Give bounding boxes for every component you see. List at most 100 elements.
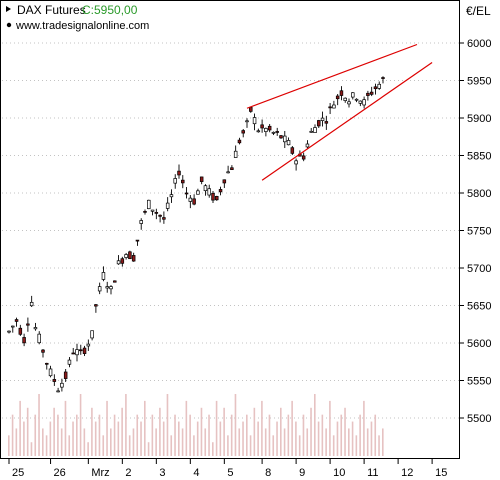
volume-bar (295, 421, 297, 456)
candle-body (305, 143, 310, 148)
volume-bar (230, 414, 233, 456)
volume-bar (378, 435, 380, 456)
volume-bar (15, 428, 18, 456)
candle-body (18, 327, 23, 335)
volume-bar (49, 421, 52, 456)
volume-bar (170, 435, 173, 456)
candle-body (260, 124, 264, 129)
candle-body (143, 210, 147, 213)
volume-bar (340, 414, 343, 456)
volume-bar (136, 414, 139, 456)
candle-body (184, 192, 189, 195)
y-axis: 5500 5550 5600 5650 5700 5750 5800 5850 5900 5950… (459, 38, 491, 425)
volume-bar (60, 428, 63, 456)
candle-body (86, 343, 91, 347)
candle-body (309, 130, 313, 133)
volume-bars (8, 394, 384, 456)
candle-body (94, 304, 98, 307)
volume-bar (106, 400, 108, 456)
volume-bar (196, 421, 199, 456)
candle-body (29, 301, 34, 307)
volume-bar (174, 414, 176, 456)
volume-bar (151, 414, 154, 456)
source-label: www.tradesignalonline.com (15, 20, 149, 32)
volume-bar (223, 407, 225, 456)
volume-bar (215, 400, 218, 456)
candle-body (211, 192, 215, 201)
candle-body (313, 127, 317, 133)
volume-bar (87, 442, 89, 456)
candle-body (109, 286, 113, 290)
candle-body (351, 92, 355, 98)
volume-bar (317, 421, 320, 456)
y-tick-label: 5800 (467, 188, 491, 200)
volume-bar (76, 414, 78, 456)
candle-body (366, 92, 370, 96)
x-tick-label: 11 (367, 467, 378, 479)
volume-bar (98, 414, 101, 456)
volume-bar (23, 421, 25, 456)
candle-body (215, 196, 219, 201)
candle-body (113, 280, 117, 283)
volume-bar (283, 428, 286, 456)
x-tick-label: 4 (193, 467, 199, 479)
candle-body (354, 98, 359, 101)
volume-bar (155, 428, 157, 456)
candle-body (22, 337, 26, 344)
candle-body (147, 199, 151, 210)
volume-bar (57, 414, 59, 456)
candle-body (63, 371, 68, 379)
candle-body (124, 254, 128, 258)
volume-bar (42, 428, 44, 456)
volume-bar (325, 428, 327, 456)
candle-body (230, 167, 234, 171)
y-tick-label: 6000 (467, 38, 491, 50)
candle-body (192, 198, 196, 205)
candle-body (181, 179, 185, 184)
candle-body (286, 140, 291, 146)
x-tick-label: 2 (125, 467, 131, 479)
y-tick-label: 5550 (467, 376, 491, 388)
candle-body (241, 130, 245, 134)
y-tick-label: 5750 (467, 226, 491, 238)
candle-body (343, 97, 347, 101)
candle-body (358, 100, 363, 104)
volume-bar (113, 414, 116, 456)
volume-bar (302, 414, 305, 456)
volume-bar (321, 414, 324, 456)
volume-bar (348, 428, 350, 456)
volume-bar (102, 435, 105, 456)
collapse-arrow-icon[interactable] (6, 6, 11, 12)
volume-bar (344, 407, 346, 456)
x-tick-label: 9 (299, 467, 305, 479)
y-tick-label: 5850 (467, 151, 491, 163)
volume-bar (200, 407, 203, 456)
volume-bar (45, 435, 48, 456)
candle-body (79, 349, 83, 352)
x-tick-label: 25 (12, 467, 24, 479)
volume-bar (19, 400, 21, 456)
volume-bar (159, 407, 161, 456)
y-tick-label: 5700 (467, 263, 491, 275)
candle-body (237, 139, 242, 144)
y-tick-label: 5650 (467, 301, 491, 313)
y-tick-label: 5950 (467, 76, 491, 88)
candle-body (139, 220, 143, 224)
candle-body (233, 150, 238, 158)
volume-bar (117, 421, 120, 456)
volume-bar (291, 400, 293, 456)
candle-body (256, 130, 261, 133)
volume-bar (212, 442, 214, 456)
candle-body (75, 349, 79, 356)
candle-body (56, 390, 60, 393)
volume-bar (336, 421, 339, 456)
candle-body (120, 258, 125, 264)
x-tick-label: 3 (159, 467, 165, 479)
volume-bar (374, 414, 377, 456)
volume-bar (166, 394, 169, 456)
candle-body (267, 125, 272, 131)
volume-bar (314, 394, 316, 456)
candle-body (317, 120, 321, 127)
volume-bar (125, 394, 127, 456)
